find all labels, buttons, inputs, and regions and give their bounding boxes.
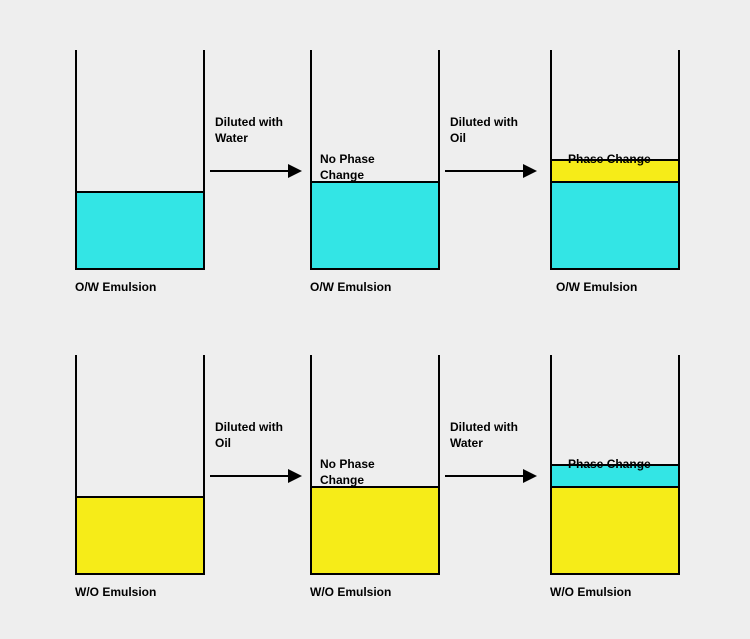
arrow-label: Diluted with Oil xyxy=(215,420,283,451)
result-label: No Phase Change xyxy=(320,457,375,488)
result-label: Phase Change xyxy=(568,457,651,473)
arrow-label: Diluted with Oil xyxy=(450,115,518,146)
tube xyxy=(75,50,205,270)
tube-container xyxy=(75,355,205,575)
fluid-surface xyxy=(552,181,678,183)
tube-label: O/W Emulsion xyxy=(310,280,391,296)
fluid-layer xyxy=(552,183,678,268)
tube-label: W/O Emulsion xyxy=(310,585,391,601)
arrow-right xyxy=(210,170,300,172)
fluid-surface xyxy=(77,191,203,193)
arrow-label: Diluted with Water xyxy=(215,115,283,146)
fluid-layer xyxy=(312,488,438,573)
tube-label: W/O Emulsion xyxy=(550,585,631,601)
arrow-right xyxy=(445,170,535,172)
tube-container xyxy=(75,50,205,270)
fluid-surface xyxy=(552,486,678,488)
fluid-surface xyxy=(77,496,203,498)
tube-label: W/O Emulsion xyxy=(75,585,156,601)
tube-label: O/W Emulsion xyxy=(75,280,156,296)
tube-label: O/W Emulsion xyxy=(556,280,637,296)
arrow-right xyxy=(210,475,300,477)
fluid-layer xyxy=(77,193,203,268)
fluid-layer xyxy=(77,498,203,573)
arrow-label: Diluted with Water xyxy=(450,420,518,451)
arrow-right xyxy=(445,475,535,477)
result-label: No Phase Change xyxy=(320,152,375,183)
fluid-layer xyxy=(552,488,678,573)
fluid-layer xyxy=(312,183,438,268)
result-label: Phase Change xyxy=(568,152,651,168)
tube xyxy=(75,355,205,575)
